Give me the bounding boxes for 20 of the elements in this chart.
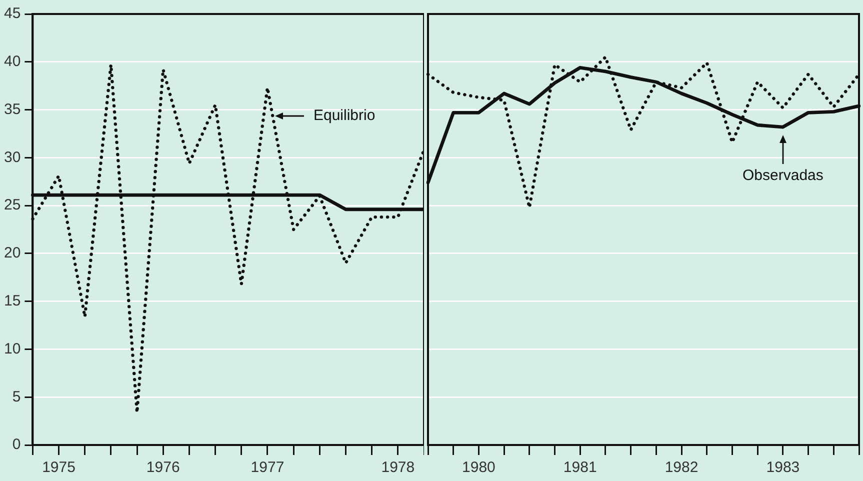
y-tick-label: 10 <box>4 340 21 358</box>
y-tick-label: 0 <box>12 436 21 454</box>
x-tick-label: 1981 <box>563 459 597 476</box>
x-tick-label: 1977 <box>250 459 284 476</box>
y-tick-label: 40 <box>4 53 21 70</box>
x-tick-label: 1983 <box>766 459 800 476</box>
legend-label: Equilibrio <box>313 107 376 126</box>
x-tick-label: 1978 <box>381 459 415 476</box>
y-tick-label: 5 <box>12 388 21 406</box>
x-tick-label: 1976 <box>146 459 180 476</box>
y-tick-label: 30 <box>4 148 21 166</box>
legend-label: Observadas <box>742 166 824 185</box>
y-tick-label: 20 <box>4 244 21 262</box>
y-tick-label: 45 <box>4 5 21 22</box>
x-tick-label: 1975 <box>42 459 76 476</box>
y-tick-label: 15 <box>4 292 21 310</box>
x-tick-label: 1980 <box>462 459 496 476</box>
y-tick-label: 25 <box>4 196 21 214</box>
y-tick-label: 35 <box>4 100 21 118</box>
x-tick-label: 1982 <box>664 459 698 476</box>
